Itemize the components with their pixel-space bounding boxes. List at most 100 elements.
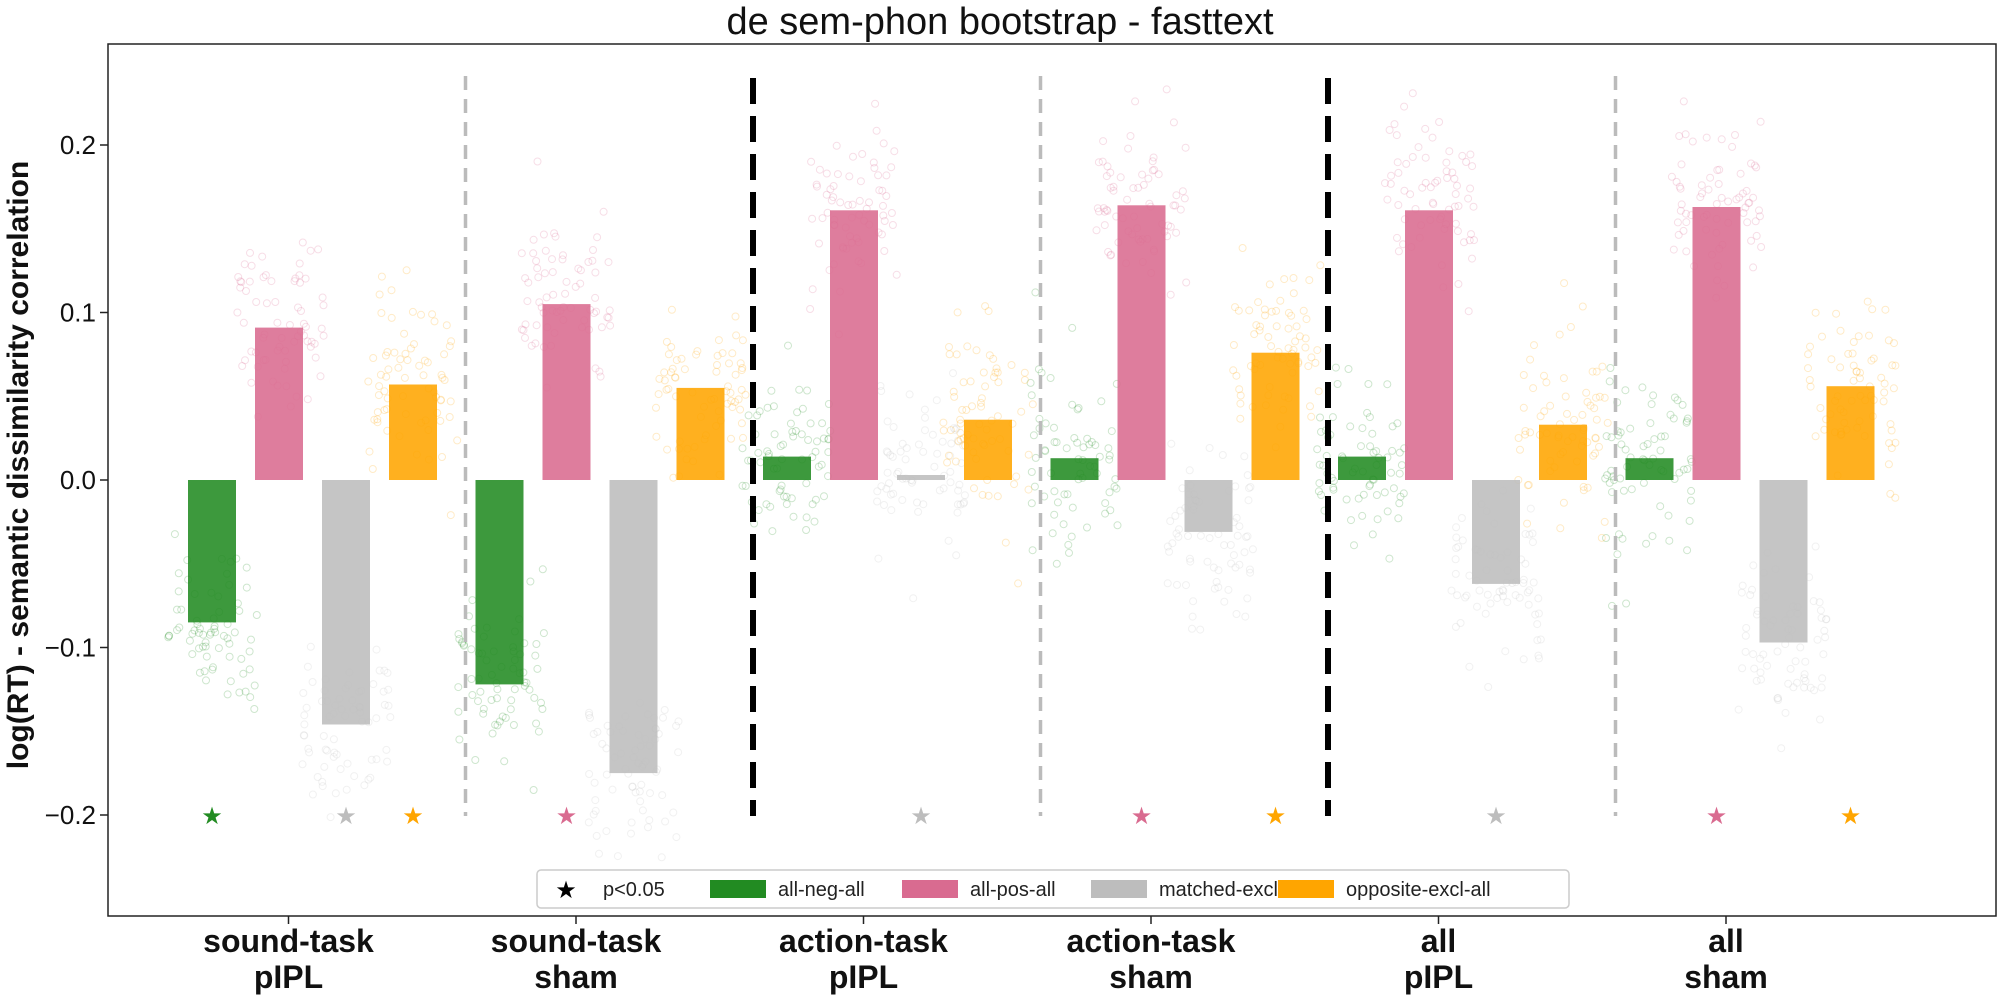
bootstrap-sample [1523, 519, 1532, 528]
bootstrap-sample [1583, 397, 1592, 406]
bootstrap-sample [1196, 531, 1205, 540]
bootstrap-sample [954, 436, 962, 445]
bootstrap-sample [943, 458, 952, 467]
bootstrap-sample [832, 141, 841, 150]
bootstrap-sample [527, 341, 536, 350]
bootstrap-sample [1245, 565, 1254, 574]
bootstrap-sample [1046, 374, 1055, 382]
bootstrap-sample [1514, 434, 1523, 442]
bootstrap-sample [533, 157, 542, 166]
bootstrap-sample [199, 630, 208, 639]
bootstrap-sample [1017, 407, 1026, 416]
bootstrap-sample [237, 278, 246, 287]
bootstrap-sample [725, 359, 733, 368]
bootstrap-sample [628, 782, 637, 791]
bootstrap-sample [246, 693, 255, 702]
bootstrap-sample [551, 232, 560, 241]
bootstrap-sample [655, 374, 664, 383]
bootstrap-sample [1763, 661, 1772, 670]
bootstrap-sample [731, 398, 739, 406]
significance-star: ★ [1840, 803, 1862, 830]
bootstrap-sample [1394, 201, 1403, 209]
bootstrap-sample [1176, 205, 1185, 214]
bootstrap-sample [1848, 349, 1857, 358]
bootstrap-sample [1816, 715, 1824, 724]
bootstrap-sample [1638, 383, 1647, 392]
bootstrap-sample [387, 313, 396, 322]
bar-matched-excl-all [1759, 480, 1808, 643]
bootstrap-sample [300, 720, 309, 729]
bootstrap-sample [1818, 332, 1826, 341]
bootstrap-sample [981, 302, 990, 311]
bootstrap-sample [1880, 388, 1889, 397]
bootstrap-sample [509, 721, 518, 729]
bootstrap-sample [1627, 485, 1636, 494]
bootstrap-sample [879, 211, 888, 220]
bootstrap-sample [521, 333, 529, 342]
bootstrap-sample [1175, 525, 1183, 534]
bootstrap-sample [1592, 393, 1600, 402]
legend-label-significance: p<0.05 [603, 879, 665, 901]
bootstrap-sample [769, 402, 778, 411]
bootstrap-sample [303, 337, 312, 346]
bootstrap-sample [1316, 261, 1325, 270]
bootstrap-sample [1305, 276, 1314, 285]
legend-star-icon: ★ [555, 877, 577, 904]
bootstrap-sample [693, 347, 702, 356]
bootstrap-sample [1521, 530, 1530, 538]
bootstrap-sample [956, 428, 965, 437]
bootstrap-sample [1050, 510, 1059, 519]
bootstrap-sample [236, 283, 245, 292]
x-tick-label-line1: sound-task [491, 923, 662, 959]
bootstrap-scatter [164, 85, 1900, 886]
bootstrap-sample [822, 190, 831, 199]
bootstrap-sample [776, 485, 785, 494]
bootstrap-sample [314, 245, 323, 254]
bootstrap-sample [1682, 209, 1690, 218]
bootstrap-sample [177, 605, 186, 614]
bootstrap-sample [377, 272, 386, 281]
bootstrap-sample [1307, 412, 1316, 421]
bootstrap-sample [326, 813, 335, 822]
bootstrap-sample [712, 367, 721, 376]
bootstrap-sample [250, 681, 259, 690]
bootstrap-sample [889, 423, 898, 431]
bootstrap-sample [1301, 343, 1310, 352]
bootstrap-sample [1810, 686, 1819, 695]
bootstrap-sample [1868, 305, 1877, 314]
bootstrap-sample [313, 773, 322, 781]
bootstrap-sample [738, 336, 747, 345]
bootstrap-sample [1104, 444, 1113, 453]
bootstrap-sample [1020, 368, 1029, 377]
bootstrap-sample [1060, 490, 1069, 499]
bootstrap-sample [1832, 309, 1841, 318]
bootstrap-sample [1806, 342, 1814, 351]
bootstrap-sample [877, 230, 886, 239]
bootstrap-sample [914, 507, 923, 516]
bootstrap-sample [1888, 361, 1897, 370]
bootstrap-sample [1385, 126, 1394, 134]
bootstrap-sample [763, 403, 772, 412]
bootstrap-sample [737, 419, 746, 428]
bootstrap-sample [210, 622, 219, 631]
bootstrap-sample [436, 416, 445, 425]
bootstrap-sample [763, 447, 772, 456]
bootstrap-sample [1696, 193, 1705, 202]
bootstrap-sample [548, 255, 556, 264]
bootstrap-sample [1085, 440, 1094, 449]
bootstrap-sample [1503, 598, 1512, 607]
bootstrap-sample [318, 782, 327, 791]
bootstrap-sample [1879, 397, 1888, 406]
bootstrap-sample [1745, 198, 1754, 207]
bootstrap-sample [1284, 308, 1293, 317]
bootstrap-sample [308, 790, 317, 799]
bootstrap-sample [1677, 160, 1686, 169]
bootstrap-sample [1238, 244, 1247, 252]
bootstrap-sample [1395, 469, 1404, 478]
bootstrap-sample [662, 337, 671, 346]
legend-box [536, 869, 1570, 909]
bootstrap-sample [1523, 588, 1532, 597]
bootstrap-sample [1470, 236, 1478, 245]
bootstrap-sample [1715, 165, 1724, 174]
x-tick-label-line1: action-task [779, 923, 948, 959]
